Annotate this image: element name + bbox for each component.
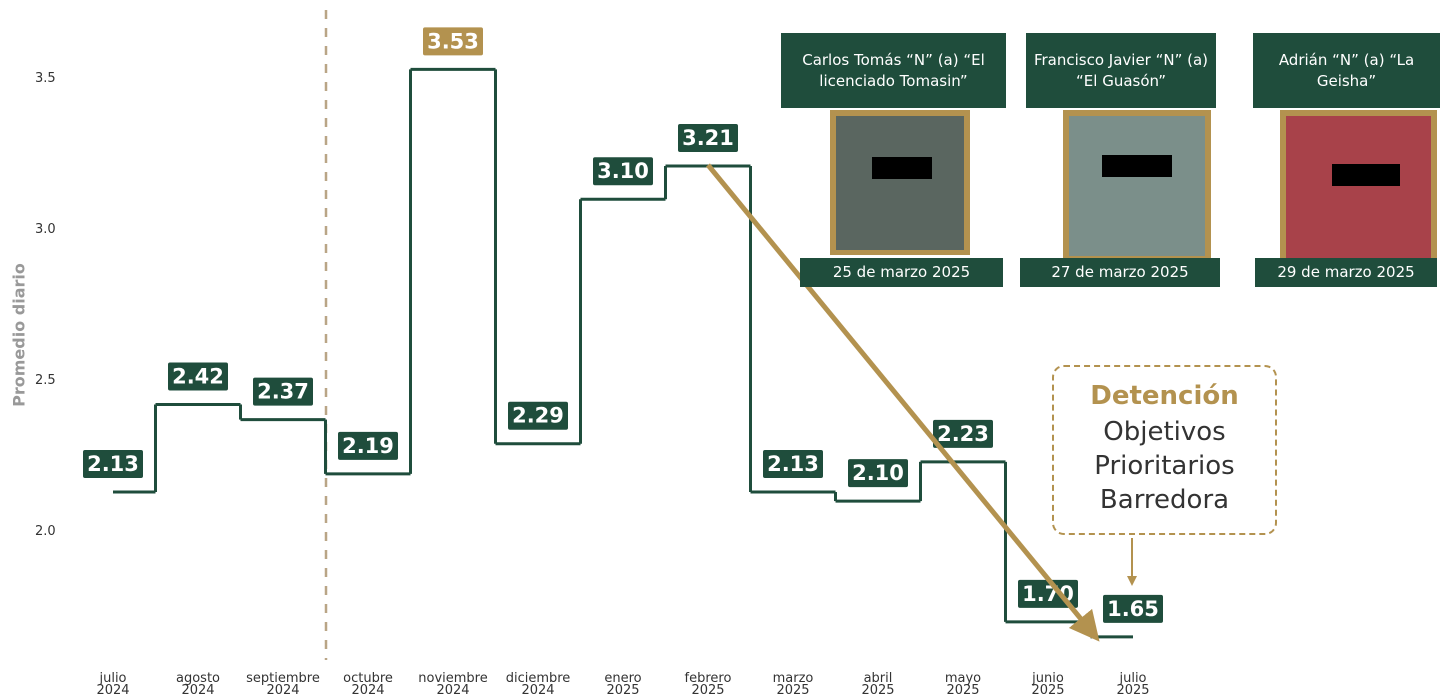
callout-text: Objetivos Prioritarios Barredora <box>1080 415 1250 517</box>
x-tick-label: septiembre 2024 <box>238 673 328 697</box>
value-label: 2.23 <box>932 419 994 449</box>
photo <box>1069 116 1205 256</box>
x-tick-label: febrero 2025 <box>663 673 753 697</box>
callout-title: Detención <box>1054 381 1275 411</box>
y-axis-title: Promedio diario <box>10 263 29 407</box>
value-label-text: 2.42 <box>172 364 224 388</box>
x-tick-label: octubre 2024 <box>323 673 413 697</box>
detainee-date: 27 de marzo 2025 <box>1020 258 1220 287</box>
detainee-date: 29 de marzo 2025 <box>1255 258 1437 287</box>
value-label-text: 3.21 <box>682 126 734 150</box>
value-label-text: 2.13 <box>767 452 819 476</box>
x-tick-label: abril 2025 <box>833 673 923 697</box>
value-label: 3.53 <box>422 26 484 56</box>
value-label-text: 2.23 <box>937 422 989 446</box>
value-label: 2.10 <box>847 458 909 488</box>
x-tick-label: agosto 2024 <box>153 673 243 697</box>
value-label: 2.13 <box>762 449 824 479</box>
x-tick-label: mayo 2025 <box>918 673 1008 697</box>
detainee-date: 25 de marzo 2025 <box>800 258 1003 287</box>
x-tick-label: enero 2025 <box>578 673 668 697</box>
value-label-text: 3.53 <box>427 29 479 53</box>
y-tick-label: 2.5 <box>35 373 56 388</box>
x-tick-label: julio 2025 <box>1088 673 1178 697</box>
value-label: 1.65 <box>1102 594 1164 624</box>
plot: 2.0 2.5 3.0 3.5 2.13 2.42 2.37 2.19 3.53 2.29 3.10… <box>35 26 1164 636</box>
y-tick-label: 2.0 <box>35 524 56 539</box>
value-label: 3.10 <box>592 156 654 186</box>
callout: Detención Objetivos Prioritarios Barredo… <box>1052 365 1277 535</box>
detainee-name: Carlos Tomás “N” (a) “El licenciado Toma… <box>781 33 1006 108</box>
value-label: 2.19 <box>337 431 399 461</box>
y-tick-label: 3.0 <box>35 222 56 237</box>
value-label-text: 2.19 <box>342 434 394 458</box>
x-tick-label: diciembre 2024 <box>493 673 583 697</box>
photo-mask <box>1332 164 1400 186</box>
detainee-name: Francisco Javier “N” (a) “El Guasón” <box>1026 33 1216 108</box>
photo-mask <box>872 157 932 179</box>
callout-arrow-head <box>1127 576 1137 586</box>
page: Promedio diario 2.0 2.5 3.0 3.5 2.13 2.42 2.37… <box>0 0 1453 700</box>
value-label: 3.21 <box>677 123 739 153</box>
value-label-text: 2.37 <box>257 380 309 404</box>
x-tick-label: julio 2024 <box>68 673 158 697</box>
value-label: 2.42 <box>167 361 229 391</box>
chart: Promedio diario 2.0 2.5 3.0 3.5 2.13 2.42 2.37… <box>0 0 1453 700</box>
value-label: 2.29 <box>507 401 569 431</box>
detainee-name: Adrián “N” (a) “La Geisha” <box>1253 33 1440 108</box>
value-label: 2.37 <box>252 377 314 407</box>
value-label-text: 1.65 <box>1107 597 1159 621</box>
value-label: 2.13 <box>82 449 144 479</box>
value-label-text: 3.10 <box>597 159 649 183</box>
x-tick-label: marzo 2025 <box>748 673 838 697</box>
value-label-text: 2.10 <box>852 461 904 485</box>
value-label-text: 2.29 <box>512 404 564 428</box>
x-tick-label: junio 2025 <box>1003 673 1093 697</box>
x-tick-label: noviembre 2024 <box>408 673 498 697</box>
photo <box>836 116 964 250</box>
photo <box>1286 116 1431 258</box>
y-tick-label: 3.5 <box>35 71 56 86</box>
photo-mask <box>1102 155 1172 177</box>
value-label-text: 2.13 <box>87 452 139 476</box>
